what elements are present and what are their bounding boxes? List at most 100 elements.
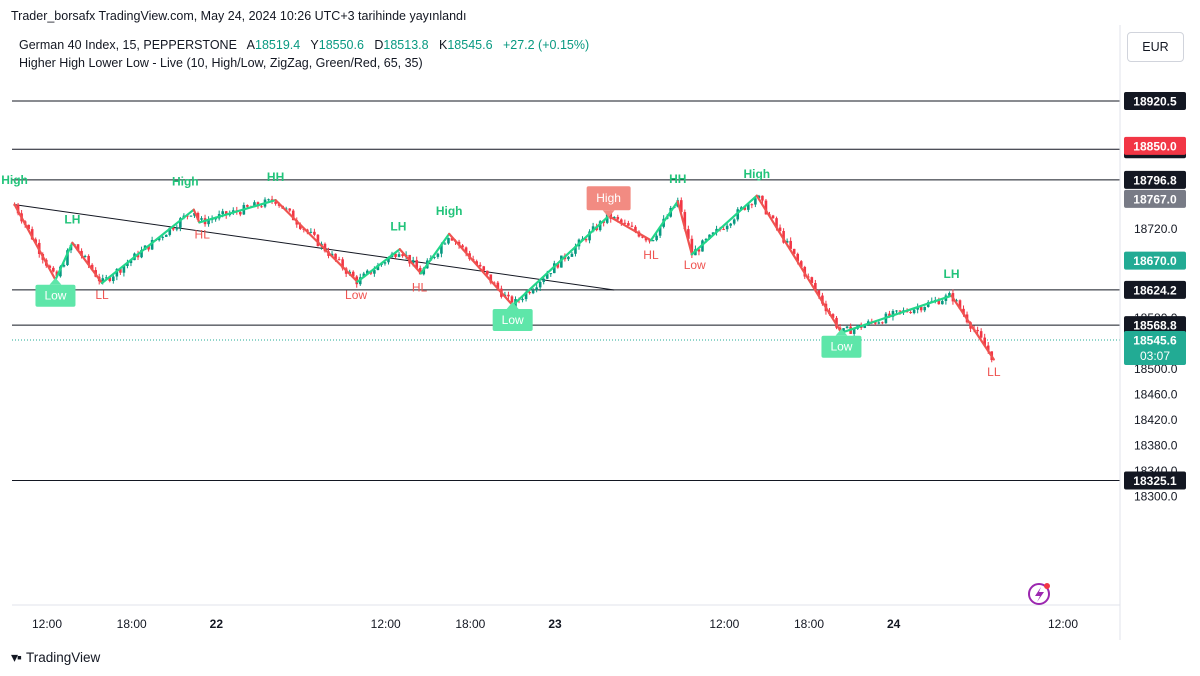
candle-body	[531, 289, 535, 294]
pivot-label: HH	[669, 172, 686, 186]
price-tag-bg	[1124, 92, 1186, 110]
candle-body	[112, 276, 115, 282]
candle-body	[711, 232, 715, 235]
price-tag-label: 18670.0	[1133, 254, 1177, 268]
candle-body	[313, 231, 316, 235]
candle-body	[147, 245, 150, 250]
pivot-label: High	[1, 173, 28, 187]
countdown-label: 03:07	[1140, 349, 1170, 363]
candle-body	[52, 267, 55, 272]
price-tag-label: 18796.8	[1133, 173, 1177, 187]
icons	[1028, 583, 1050, 605]
candle-body	[729, 223, 732, 226]
candle-body	[852, 328, 856, 334]
candle-body	[298, 224, 302, 229]
candle-body	[34, 239, 38, 243]
currency-button[interactable]: EUR	[1127, 32, 1184, 62]
candle-body	[394, 253, 397, 257]
candle-body	[207, 219, 210, 225]
candle-body	[754, 198, 757, 205]
candle-body	[415, 260, 419, 268]
x-tick-label: 12:00	[1048, 617, 1078, 631]
candle-body	[799, 261, 803, 267]
candle-body	[570, 253, 574, 257]
price-tag-label: 18767.0	[1133, 192, 1177, 206]
candle-body	[895, 310, 898, 312]
candle-body	[224, 211, 228, 216]
zigzag-segment	[71, 241, 104, 285]
candle-body	[641, 236, 644, 238]
candle-body	[87, 255, 90, 265]
zigzag-segment	[54, 241, 74, 281]
candle-body	[440, 244, 443, 254]
candle-body	[337, 259, 341, 261]
tradingview-logo[interactable]: ▾▪ TradingView	[11, 649, 100, 666]
candle-body	[507, 294, 510, 297]
candle-body	[341, 259, 344, 269]
price-tags: 18920.518844.818796.818624.218568.818325…	[1124, 92, 1186, 490]
candle-body	[941, 300, 944, 305]
zigzag	[13, 194, 995, 361]
candle-body	[288, 208, 292, 211]
symbol-info: German 40 Index, 15, PEPPERSTONE A18519.…	[19, 38, 589, 52]
candle-body	[785, 240, 789, 243]
candle-body	[545, 274, 549, 279]
candle-body	[351, 271, 355, 277]
candle-body	[796, 253, 800, 262]
candle-body	[630, 225, 634, 227]
last-price-tag-bg	[1124, 330, 1186, 365]
candle-body	[83, 255, 87, 257]
candle-body	[196, 213, 200, 220]
indicator-legend[interactable]: Higher High Lower Low - Live (10, High/L…	[19, 56, 423, 70]
candle-body	[510, 296, 514, 307]
candle-body	[179, 218, 182, 228]
candle-body	[789, 240, 792, 249]
candle-body	[436, 253, 440, 257]
candle-body	[919, 306, 923, 311]
symbol-name[interactable]: German 40 Index, 15, PEPPERSTONE	[19, 38, 237, 52]
candle-body	[101, 278, 105, 282]
x-tick-label: 18:00	[117, 617, 147, 631]
y-tick-label: 18420.0	[1134, 413, 1178, 427]
candle-body	[552, 263, 556, 274]
candle-body	[775, 218, 778, 228]
pivot-label: LH	[64, 213, 80, 227]
candle-body	[30, 229, 34, 240]
candle-body	[246, 205, 249, 207]
pivot-label: Low	[502, 313, 524, 327]
candle-body	[658, 226, 662, 236]
candle-body	[962, 308, 965, 315]
candle-body	[366, 270, 369, 274]
pivot-label: Low	[44, 289, 66, 303]
candle-body	[916, 306, 919, 310]
candle-body	[164, 234, 168, 237]
zigzag-segment	[198, 199, 277, 224]
zigzag-segment	[690, 194, 758, 256]
candle-body	[464, 247, 468, 254]
candle-body	[433, 256, 436, 258]
candle-body	[200, 218, 203, 220]
candle-body	[496, 282, 500, 289]
candle-body	[284, 208, 288, 210]
candle-body	[598, 221, 602, 231]
candle-body	[983, 337, 986, 346]
pivot-label: High	[172, 174, 199, 188]
candle-body	[168, 227, 172, 235]
pivot-label: Low	[684, 258, 706, 272]
candle-body	[485, 270, 489, 275]
candle-body	[556, 263, 560, 268]
candle-body	[447, 238, 450, 244]
candle-body	[549, 273, 553, 275]
lightning-bolt	[1035, 587, 1044, 602]
last-price-label: 18545.6	[1133, 333, 1177, 347]
candle-body	[122, 266, 126, 273]
lightning-circle	[1028, 583, 1050, 605]
candle-body	[126, 263, 129, 267]
high-value: 18550.6	[318, 38, 364, 52]
candle-body	[27, 224, 30, 230]
candle-body	[450, 238, 454, 241]
pivot-box	[821, 335, 862, 358]
candle-body	[764, 200, 768, 215]
candle-body	[383, 262, 387, 264]
